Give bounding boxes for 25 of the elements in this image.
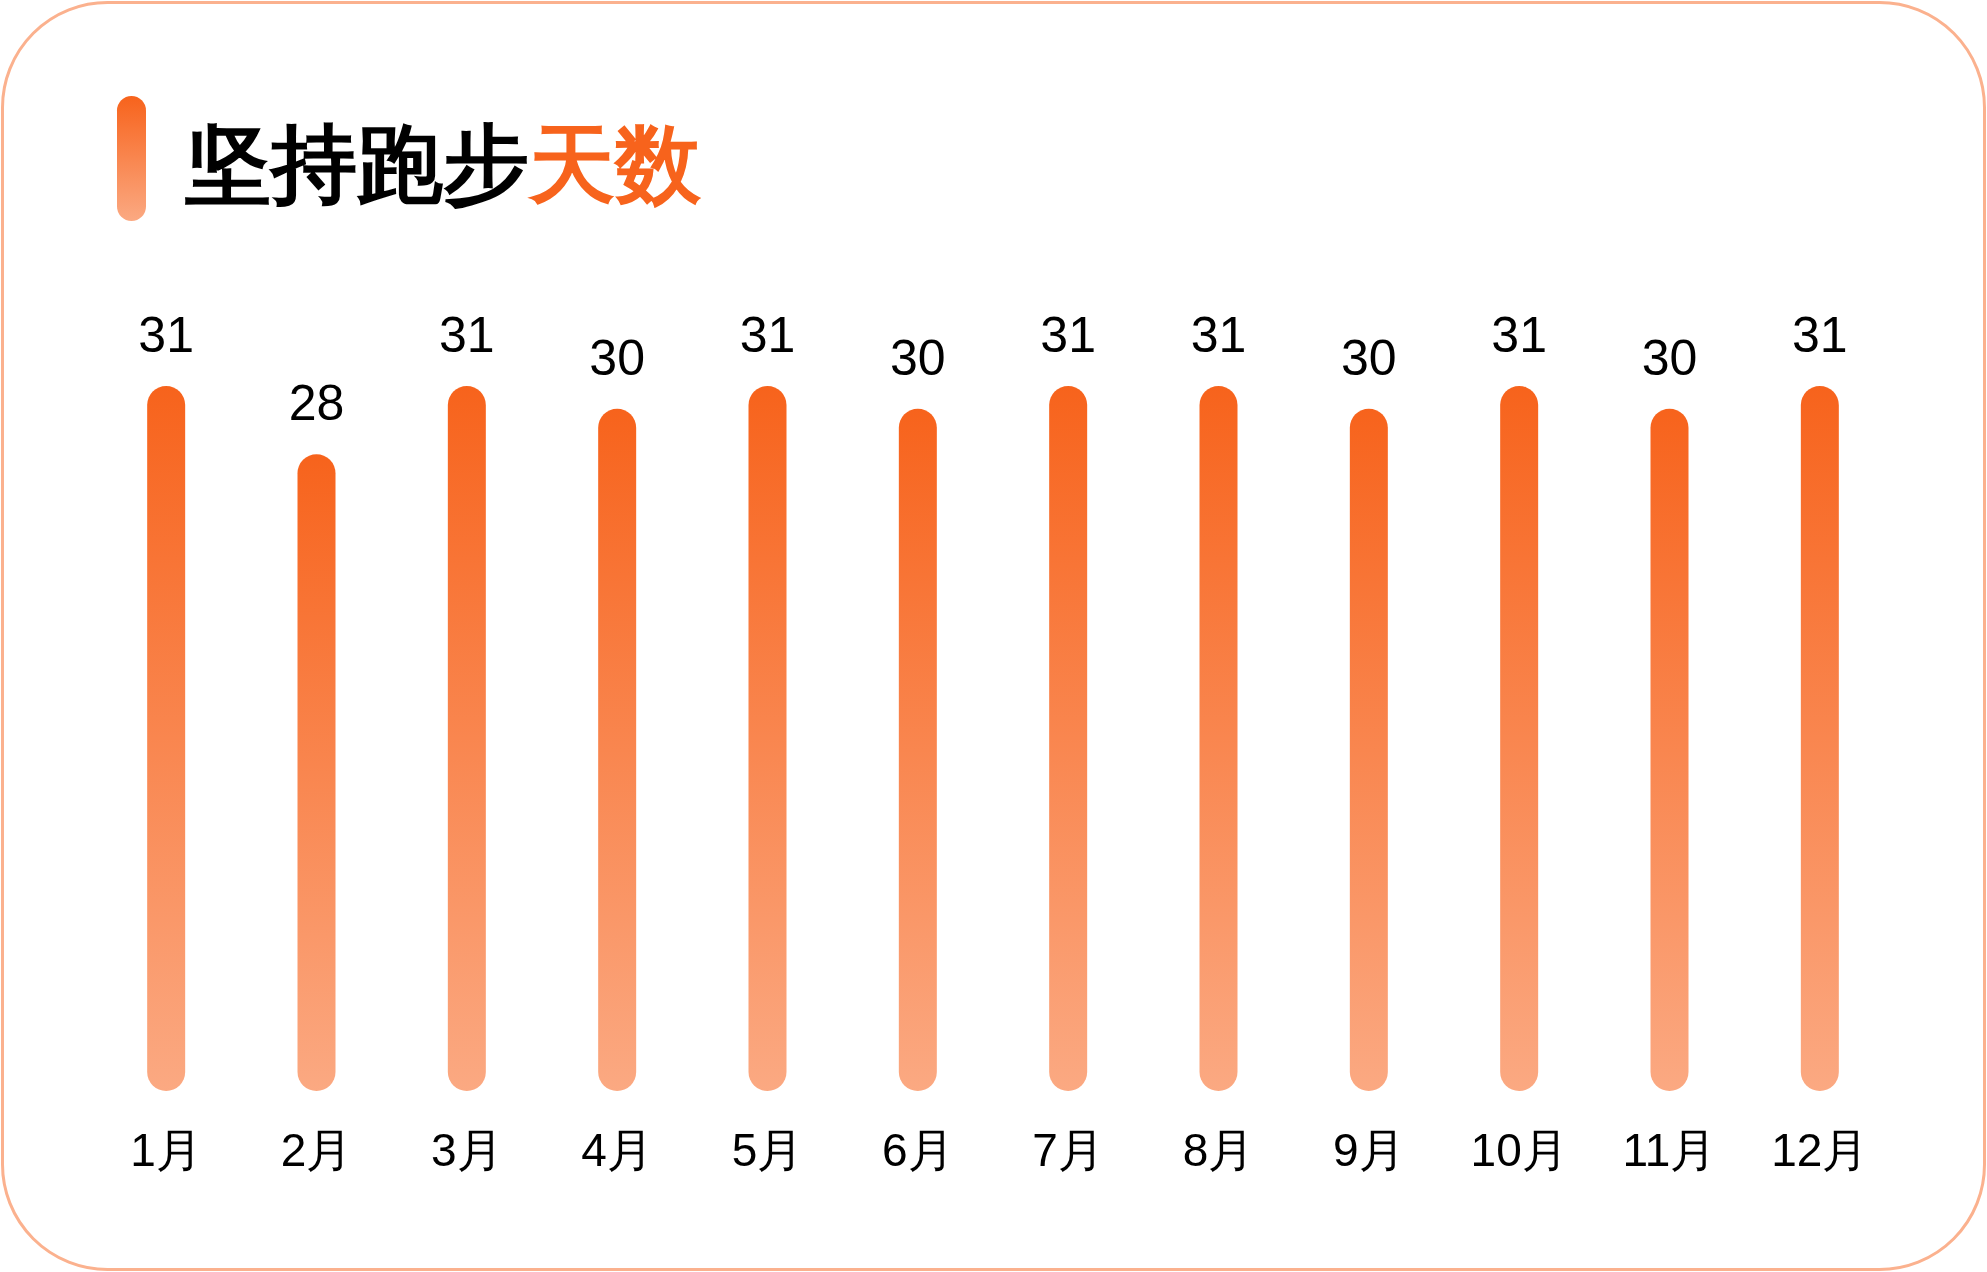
x-tick-label: 7月 [1032,1124,1104,1176]
x-tick-label: 4月 [581,1124,653,1176]
x-tick-label: 6月 [882,1124,954,1176]
data-label: 31 [439,307,495,363]
x-tick-label: 12月 [1771,1124,1869,1176]
chart-title: 坚持跑步天数 [184,116,702,212]
data-label: 31 [739,307,796,363]
data-label: 30 [1341,329,1397,386]
data-label: 31 [138,307,194,363]
x-tick-label: 10月 [1470,1124,1568,1176]
data-label: 28 [288,375,345,432]
x-tick-label: 5月 [731,1124,804,1176]
x-tick-label: 1月 [130,1124,202,1176]
x-tick-label: 3月 [431,1124,503,1176]
x-tick-label: 11月 [1622,1124,1717,1176]
data-label: 30 [589,329,645,386]
data-label: 31 [1190,307,1247,363]
data-label: 31 [1040,307,1096,363]
x-tick-label: 9月 [1333,1124,1405,1176]
x-tick-label: 2月 [280,1124,353,1176]
data-label: 31 [1491,307,1547,363]
x-tick-label: 8月 [1182,1124,1255,1176]
data-label: 30 [890,329,946,386]
data-label: 30 [1641,329,1698,386]
data-label: 31 [1792,307,1848,363]
